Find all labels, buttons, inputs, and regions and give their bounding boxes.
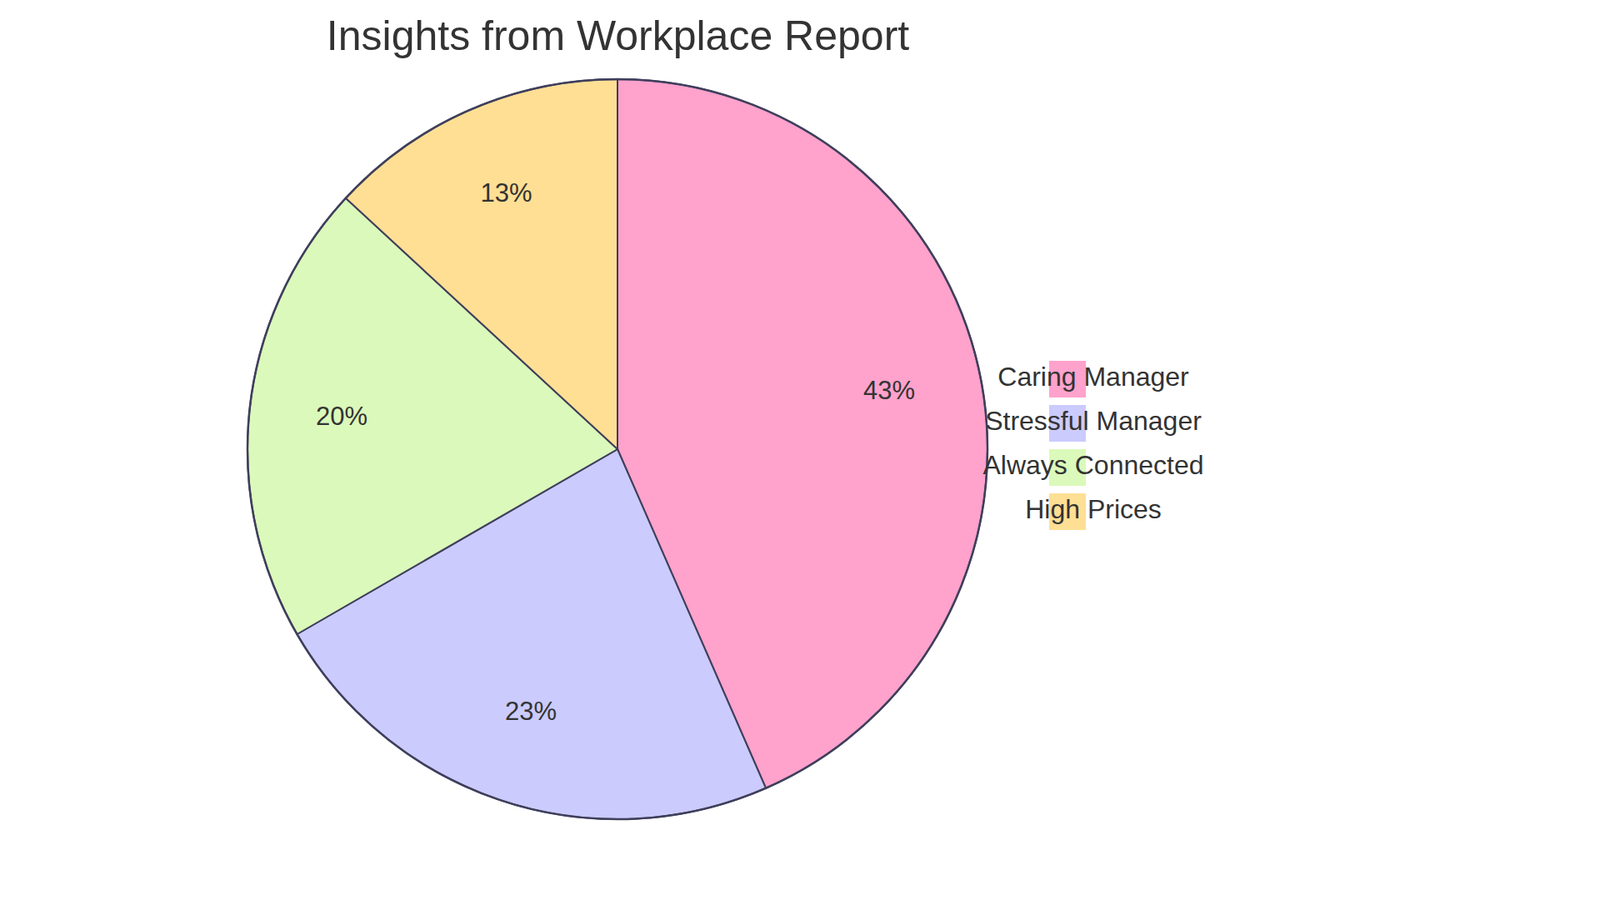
svg-text:Stressful Manager: Stressful Manager (985, 405, 1202, 436)
svg-text:13%: 13% (480, 178, 532, 208)
svg-text:23%: 23% (505, 696, 557, 726)
svg-text:Caring Manager: Caring Manager (997, 361, 1190, 392)
svg-text:High Prices: High Prices (1025, 494, 1162, 525)
svg-text:20%: 20% (315, 401, 368, 431)
svg-text:Always Connected: Always Connected (982, 450, 1204, 480)
svg-text:43%: 43% (863, 375, 915, 405)
svg-text:Insights from Workplace Report: Insights from Workplace Report (326, 12, 910, 60)
